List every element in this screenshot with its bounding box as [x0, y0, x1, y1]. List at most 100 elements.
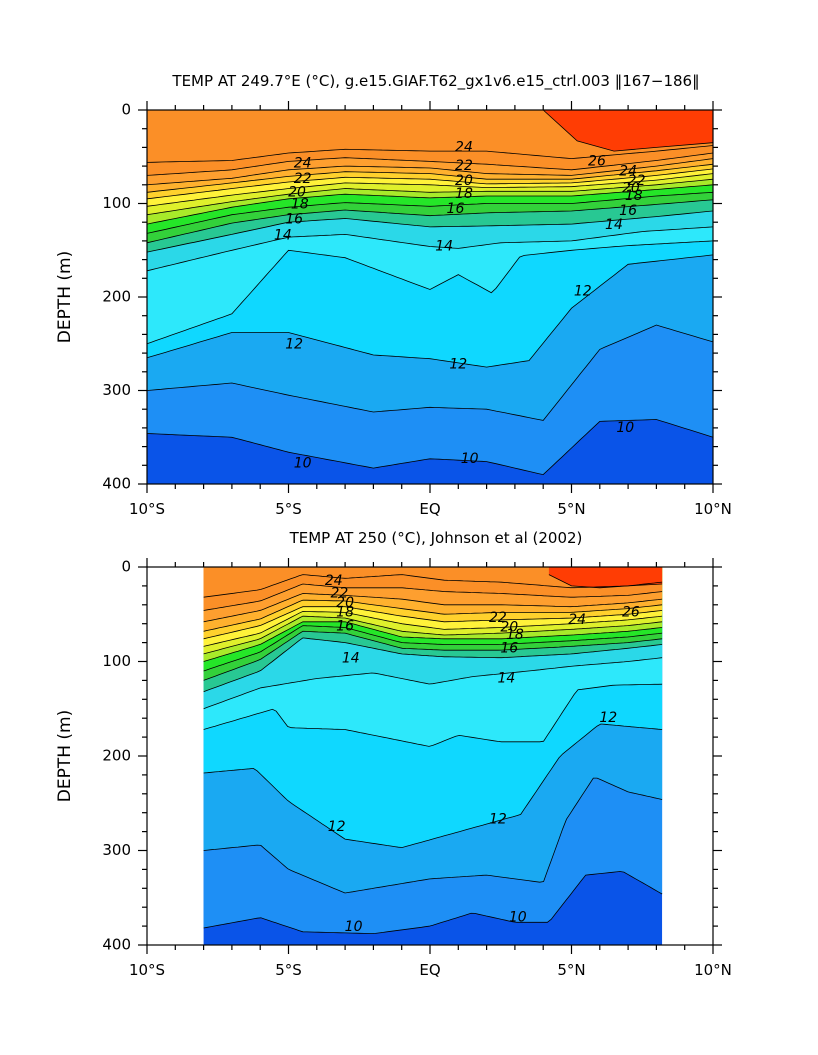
- isotherm-21: [203, 606, 663, 640]
- isotherm-11: [146, 324, 714, 421]
- x-tick-label: 5°N: [557, 961, 585, 979]
- band-above-26: [543, 110, 713, 152]
- isotherm-24: [203, 583, 663, 611]
- bottom-panel-axes: 0 100 200 300 400 10°S 5°S EQ 5°N 10°N: [102, 558, 732, 980]
- contour-label: 12: [599, 710, 617, 726]
- isotherm-17: [203, 625, 663, 672]
- y-tick-label: 200: [102, 747, 131, 765]
- contour-label: 22: [294, 171, 312, 187]
- bottom-panel-observed-section: TEMP AT 250 (°C), Johnson et al (2002) D…: [55, 529, 732, 979]
- contour-label: 10: [509, 910, 527, 926]
- contour-label: 20: [288, 184, 306, 200]
- isotherm-15: [203, 637, 663, 693]
- contour-label: 20: [455, 173, 473, 189]
- isotherm-11: [203, 777, 663, 894]
- contour-label: 24: [619, 164, 637, 180]
- contour-label: 18: [625, 188, 643, 204]
- contour-label: 22: [628, 173, 646, 189]
- contour-label: 24: [325, 573, 343, 589]
- top-panel-axes: 0 100 200 300 400 10°S 5°S EQ 5°N 10°N: [102, 101, 732, 519]
- bottom-panel-title: TEMP AT 250 (°C), Johnson et al (2002): [289, 529, 583, 547]
- top-panel-y-axis-label: DEPTH (m): [55, 251, 75, 343]
- y-tick-label: 100: [102, 194, 131, 212]
- x-tick-label: 10°N: [694, 500, 732, 518]
- isotherm-16: [146, 199, 714, 244]
- contour-label: 12: [489, 811, 507, 827]
- isotherm-12: [146, 254, 714, 368]
- isotherm-19: [146, 178, 714, 216]
- isotherm-14: [146, 226, 714, 272]
- top-panel-title: TEMP AT 249.7°E (°C), g.e15.GIAF.T62_gx1…: [171, 72, 699, 91]
- contour-label: 24: [568, 612, 586, 628]
- contour-label: 14: [435, 239, 453, 255]
- contour-label: 22: [489, 610, 507, 626]
- isotherm-13: [203, 683, 663, 747]
- bottom-panel-y-axis-label: DEPTH (m): [55, 710, 75, 802]
- x-tick-label: 10°N: [694, 961, 732, 979]
- band-above-25: [203, 567, 663, 598]
- x-tick-label: 10°S: [129, 961, 165, 979]
- x-tick-label: EQ: [419, 500, 440, 518]
- x-tick-label: 5°N: [557, 500, 585, 518]
- y-tick-label: 300: [102, 381, 131, 399]
- top-panel-plot-area: 2422201816142422201816142624222018161412…: [146, 109, 714, 484]
- contour-label: 12: [285, 337, 303, 353]
- isotherm-10: [146, 419, 714, 476]
- contour-label: 12: [449, 356, 467, 372]
- contour-label: 18: [336, 604, 354, 620]
- isotherm-24: [146, 152, 714, 176]
- contour-label: 26: [622, 604, 640, 620]
- isotherm-21: [146, 168, 714, 200]
- y-tick-label: 0: [121, 101, 131, 119]
- contour-label: 26: [588, 153, 606, 169]
- y-tick-label: 100: [102, 652, 131, 670]
- band-above-26: [548, 567, 663, 588]
- isotherm-15: [146, 210, 714, 253]
- isotherm-18: [146, 184, 714, 225]
- y-tick-label: 200: [102, 288, 131, 306]
- isotherm-23: [146, 158, 714, 186]
- isotherm-23: [203, 593, 663, 623]
- isotherm-12: [203, 723, 663, 848]
- contour-label: 18: [291, 196, 309, 212]
- contour-label: 10: [294, 455, 312, 471]
- isotherm-20: [203, 610, 663, 647]
- contour-label: 18: [455, 186, 473, 202]
- isotherm-20: [146, 173, 714, 207]
- x-tick-label: 10°S: [129, 500, 165, 518]
- contour-label: 22: [331, 585, 349, 601]
- x-tick-label: 5°S: [275, 961, 302, 979]
- contour-label: 12: [574, 283, 592, 299]
- contour-label: 14: [605, 217, 623, 233]
- isotherm-19: [203, 615, 663, 655]
- isotherm-22: [146, 163, 714, 193]
- isotherm-17: [146, 191, 714, 234]
- isotherm-10: [203, 871, 663, 935]
- isotherm-16: [203, 630, 663, 681]
- contour-label: 24: [455, 139, 473, 155]
- contour-label: 14: [274, 227, 292, 243]
- x-tick-label: 5°S: [275, 500, 302, 518]
- contour-label: 24: [294, 155, 312, 171]
- contour-label: 16: [447, 201, 465, 217]
- contour-label: 20: [336, 595, 354, 611]
- contour-label: 12: [328, 819, 346, 835]
- y-tick-label: 400: [102, 475, 131, 493]
- contour-label: 20: [622, 181, 640, 197]
- isotherm-25: [203, 574, 663, 598]
- contour-label: 18: [506, 627, 524, 643]
- contour-label: 10: [345, 919, 363, 935]
- isotherm-26: [542, 109, 714, 152]
- isotherm-14: [203, 657, 663, 710]
- isotherm-22: [203, 599, 663, 632]
- contour-label: 16: [619, 203, 637, 219]
- contour-label: 20: [500, 619, 518, 635]
- isotherm-18: [203, 621, 663, 662]
- contour-label: 16: [336, 619, 354, 635]
- contour-label: 16: [285, 211, 303, 227]
- y-tick-label: 300: [102, 841, 131, 859]
- contour-label: 14: [342, 651, 360, 667]
- x-tick-label: EQ: [419, 961, 440, 979]
